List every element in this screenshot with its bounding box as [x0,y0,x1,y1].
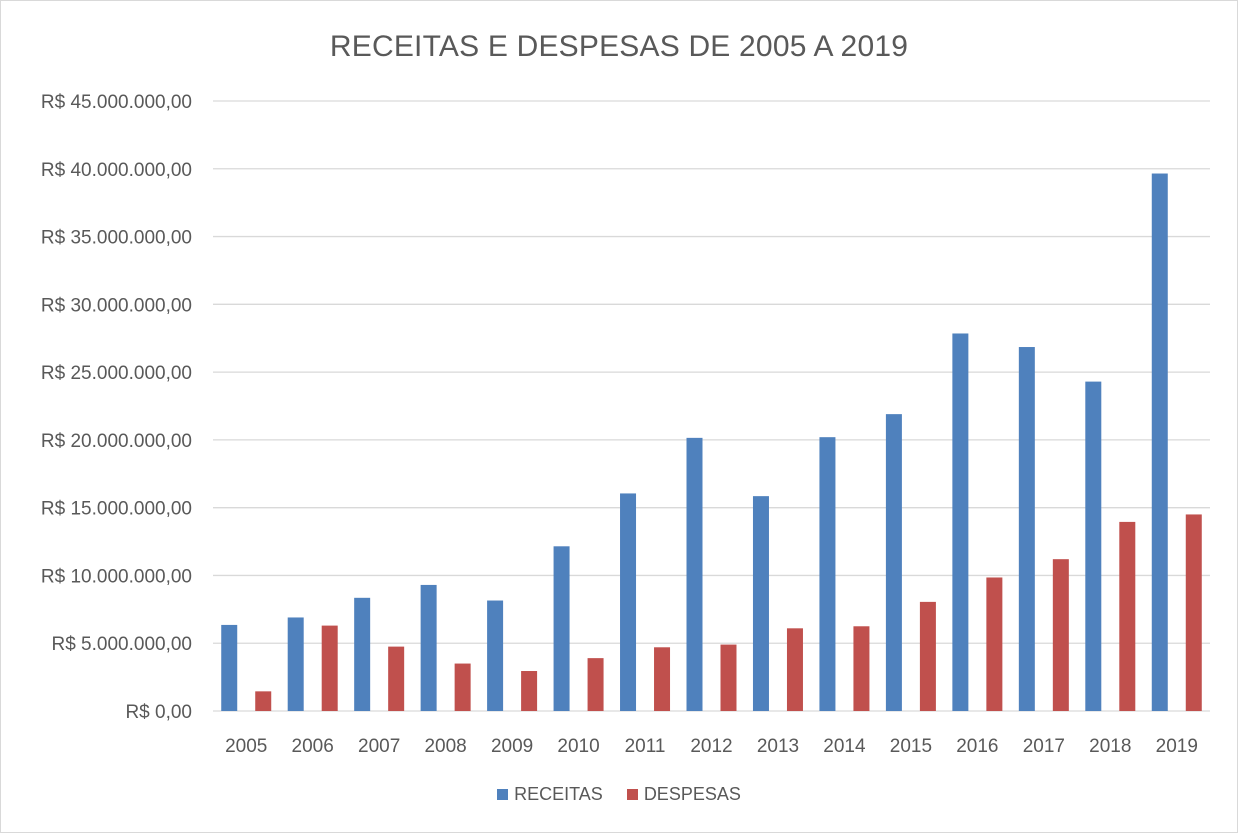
legend-label-despesas: DESPESAS [643,784,741,804]
x-tick-label: 2016 [956,736,998,757]
bar-receitas-2007 [354,597,371,711]
bar-despesas-2005 [255,691,272,711]
y-tick-label: R$ 0,00 [125,702,192,723]
bar-receitas-2008 [420,584,437,711]
x-tick-label: 2011 [625,736,666,757]
legend-swatch-receitas [497,789,509,800]
bar-despesas-2015 [919,601,936,711]
bar-despesas-2018 [1119,521,1136,711]
bar-despesas-2009 [521,671,538,711]
y-tick-label: R$ 40.000.000,00 [41,160,192,181]
bar-despesas-2016 [986,577,1003,711]
bar-receitas-2006 [287,617,304,711]
bar-despesas-2013 [786,628,803,711]
x-tick-label: 2006 [292,736,334,757]
x-tick-label: 2014 [823,736,866,757]
x-tick-label: 2019 [1156,736,1198,757]
y-tick-label: R$ 15.000.000,00 [41,499,192,520]
bar-despesas-2014 [853,626,870,711]
bar-receitas-2016 [952,333,969,711]
legend-swatch-despesas [626,789,638,800]
bar-receitas-2019 [1151,173,1168,711]
bar-despesas-2006 [321,625,338,711]
bar-despesas-2010 [587,658,604,711]
y-tick-label: R$ 20.000.000,00 [41,431,192,452]
bar-receitas-2018 [1085,381,1102,711]
bar-receitas-2005 [221,624,238,711]
y-tick-label: R$ 10.000.000,00 [41,566,192,587]
bar-receitas-2011 [620,493,637,711]
bar-receitas-2013 [752,496,769,711]
x-tick-label: 2007 [358,736,400,757]
bar-receitas-2010 [553,546,570,711]
y-tick-label: R$ 30.000.000,00 [41,295,192,316]
x-tick-label: 2012 [690,736,732,757]
bar-despesas-2008 [454,663,471,711]
y-tick-label: R$ 5.000.000,00 [51,634,192,655]
legend-item-receitas: RECEITAS [497,784,603,805]
bar-despesas-2019 [1185,514,1202,711]
bar-receitas-2009 [487,600,504,711]
x-tick-label: 2013 [757,736,799,757]
legend-label-receitas: RECEITAS [514,784,603,804]
x-tick-label: 2018 [1089,736,1131,757]
x-tick-label: 2010 [557,736,599,757]
x-tick-label: 2015 [890,736,932,757]
y-tick-label: R$ 25.000.000,00 [41,363,192,384]
legend: RECEITAS DESPESAS [0,784,1238,805]
x-tick-label: 2017 [1023,736,1065,757]
x-tick-label: 2005 [225,736,267,757]
bar-despesas-2012 [720,644,737,711]
x-tick-label: 2008 [424,736,466,757]
bar-despesas-2017 [1052,559,1069,711]
bar-receitas-2012 [686,437,703,711]
y-tick-label: R$ 45.000.000,00 [41,92,192,113]
bar-receitas-2014 [819,437,836,711]
bar-despesas-2011 [654,647,671,711]
bar-receitas-2017 [1018,347,1035,711]
bar-receitas-2015 [885,414,902,711]
chart-title: RECEITAS E DESPESAS DE 2005 A 2019 [329,30,909,63]
bar-despesas-2007 [388,646,405,711]
legend-item-despesas: DESPESAS [626,784,741,805]
y-tick-label: R$ 35.000.000,00 [41,228,192,249]
x-tick-label: 2009 [491,736,533,757]
